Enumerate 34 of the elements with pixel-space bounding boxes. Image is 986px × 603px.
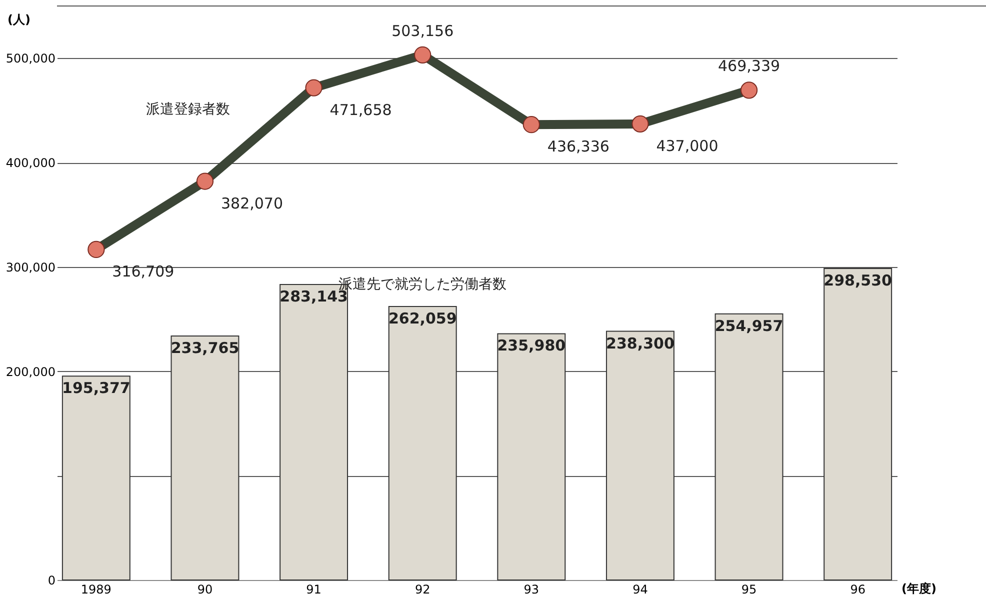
data-label: 503,156 <box>392 22 454 40</box>
x-tick-label: 96 <box>850 582 866 596</box>
data-label: 262,059 <box>388 310 457 328</box>
y-axis-title: (人) <box>8 12 30 26</box>
data-label: 469,339 <box>718 57 780 76</box>
x-axis-title: (年度) <box>902 582 936 596</box>
data-label: 471,658 <box>330 100 392 119</box>
bar <box>62 376 130 580</box>
data-label: 437,000 <box>656 136 718 155</box>
text: 派遣登録者数 <box>146 101 230 118</box>
bar <box>388 306 457 580</box>
data-label: 254,957 <box>714 316 784 335</box>
y-tick-label: 500,000 <box>6 52 56 66</box>
data-label: 382,070 <box>220 194 284 212</box>
x-tick-label: 95 <box>741 582 757 596</box>
x-tick-label: 94 <box>632 582 648 596</box>
bar <box>714 313 784 580</box>
bar <box>824 268 892 580</box>
data-label: 436,336 <box>547 138 610 156</box>
bar <box>170 336 240 580</box>
x-tick-label: 1989 <box>80 582 112 596</box>
y-tick-label: 0 <box>48 574 56 588</box>
data-label: 316,709 <box>112 262 174 280</box>
y-tick-label: 200,000 <box>6 364 56 379</box>
bar <box>497 333 566 580</box>
x-tick-label: 92 <box>414 582 430 596</box>
data-label: 233,765 <box>170 339 240 358</box>
x-tick-label: 91 <box>306 582 322 596</box>
bar <box>606 330 674 580</box>
y-tick-label: 300,000 <box>6 260 56 274</box>
x-tick-label: 90 <box>197 582 213 596</box>
y-tick-label: 400,000 <box>6 156 56 170</box>
data-label: 195,377 <box>62 379 130 398</box>
x-tick-label: 93 <box>524 582 540 596</box>
